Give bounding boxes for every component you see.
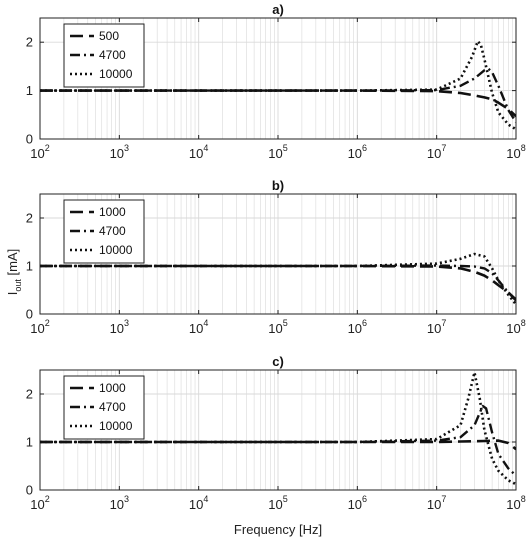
legend: 500 4700 10000 xyxy=(63,23,145,88)
x-tick-label: 107 xyxy=(427,318,446,336)
x-tick-label: 106 xyxy=(348,318,367,336)
x-tick-label: 104 xyxy=(189,318,208,336)
x-tick-label: 108 xyxy=(506,318,525,336)
series-group xyxy=(40,39,516,131)
series-line-500 xyxy=(40,89,516,118)
x-axis-label: Frequency [Hz] xyxy=(234,522,322,537)
panel-title: a) xyxy=(272,2,284,17)
y-tick-label: 2 xyxy=(26,35,33,50)
x-tick-label: 104 xyxy=(189,143,208,161)
x-tick-label: 107 xyxy=(427,143,446,161)
x-tick-label: 103 xyxy=(110,318,129,336)
series-line-4700 xyxy=(40,67,516,123)
x-tick-label: 106 xyxy=(348,494,367,512)
legend-label: 10000 xyxy=(99,243,133,257)
x-tick-label: 104 xyxy=(189,494,208,512)
x-tick-label: 108 xyxy=(506,494,525,512)
y-tick-label: 1 xyxy=(26,259,33,274)
y-tick-label: 2 xyxy=(26,211,33,226)
legend-label: 4700 xyxy=(99,400,126,414)
panel-title: b) xyxy=(272,178,284,193)
y-tick-label: 1 xyxy=(26,83,33,98)
legend-label: 500 xyxy=(99,29,119,43)
series-group xyxy=(40,252,516,306)
legend: 1000 4700 10000 xyxy=(63,199,145,264)
series-group xyxy=(40,371,516,486)
series-line-4700 xyxy=(40,404,516,477)
y-tick-label: 1 xyxy=(26,435,33,450)
x-tick-label: 107 xyxy=(427,494,446,512)
series-line-10000 xyxy=(40,39,516,131)
legend-label: 1000 xyxy=(99,205,126,219)
y-tick-label: 0 xyxy=(26,132,33,147)
x-tick-label: 105 xyxy=(268,143,287,161)
legend-label: 10000 xyxy=(99,419,133,433)
chart-panel-1: 102 103 104 105 106 107 108 0 1 2 a) 500 4700 10000 xyxy=(26,2,526,161)
x-tick-label: 103 xyxy=(110,143,129,161)
y-axis-label: Iout [mA] xyxy=(5,249,23,295)
chart-panel-2: 102 103 104 105 106 107 108 0 1 2 b) 1000 4700 10000 xyxy=(26,178,526,336)
y-tick-label: 0 xyxy=(26,307,33,322)
series-line-10000 xyxy=(40,252,516,306)
series-line-1000 xyxy=(40,264,516,301)
panel-title: c) xyxy=(272,354,284,369)
legend-label: 4700 xyxy=(99,224,126,238)
panels: 102 103 104 105 106 107 108012a)50047001000010… xyxy=(26,2,526,512)
x-tick-label: 108 xyxy=(506,143,525,161)
chart-panel-3: 102 103 104 105 106 107 108 0 1 2 c) 1000 4700 10000 xyxy=(26,354,526,512)
x-tick-label: 105 xyxy=(268,318,287,336)
x-tick-label: 106 xyxy=(348,143,367,161)
legend-label: 1000 xyxy=(99,381,126,395)
x-tick-label: 102 xyxy=(30,494,49,512)
x-tick-label: 105 xyxy=(268,494,287,512)
legend: 1000 4700 10000 xyxy=(63,375,145,440)
x-tick-label: 103 xyxy=(110,494,129,512)
y-tick-label: 0 xyxy=(26,483,33,498)
x-tick-label: 102 xyxy=(30,143,49,161)
x-tick-label: 102 xyxy=(30,318,49,336)
y-tick-label: 2 xyxy=(26,387,33,402)
legend-label: 4700 xyxy=(99,48,126,62)
legend-label: 10000 xyxy=(99,67,133,81)
